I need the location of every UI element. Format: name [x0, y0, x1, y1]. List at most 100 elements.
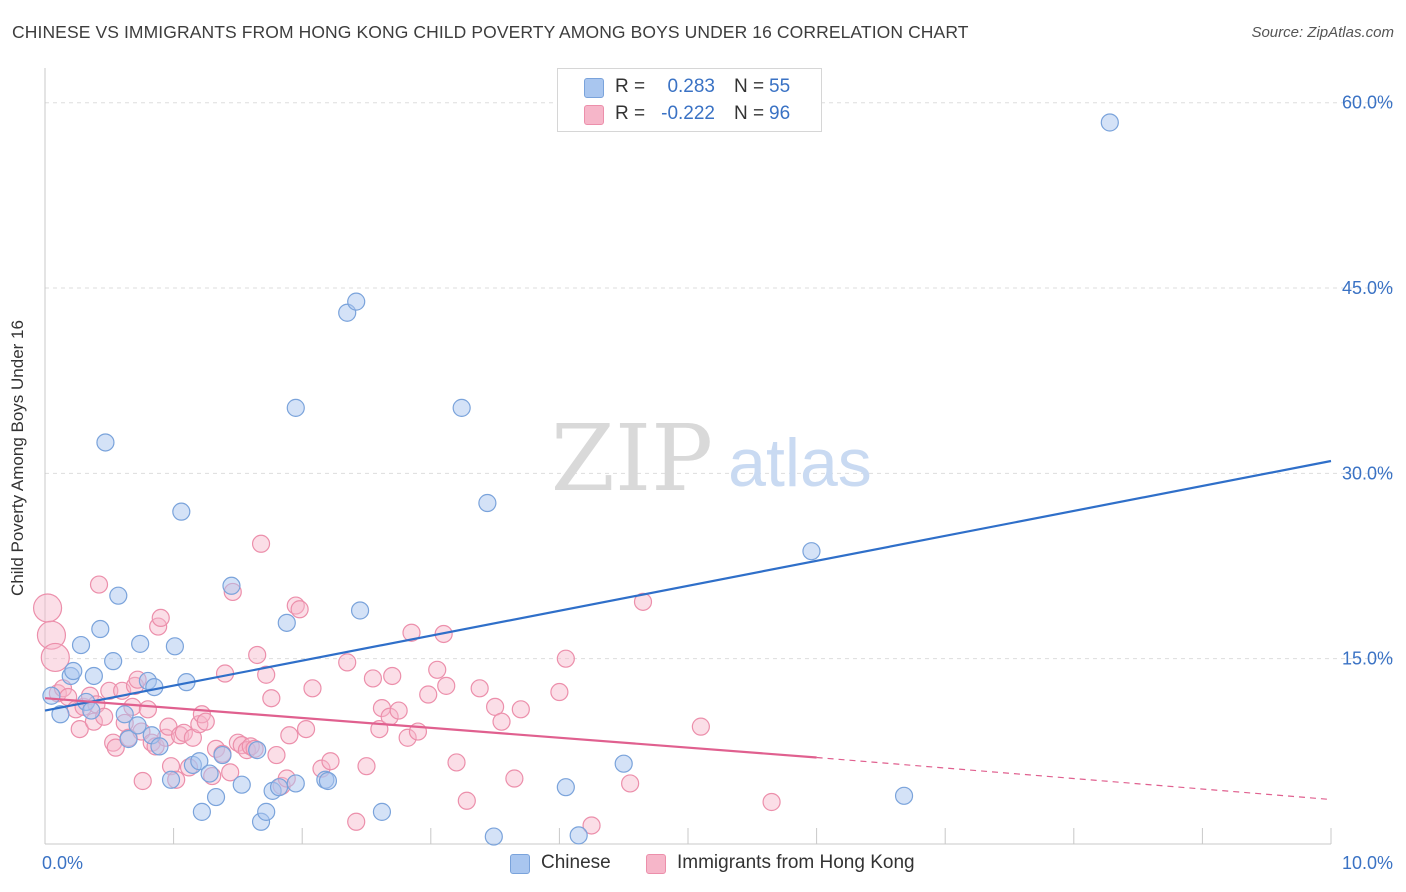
tick-labels: 15.0% 30.0% 45.0% 60.0% 0.0% 10.0%	[42, 93, 1393, 873]
legend-n-label: N =	[734, 76, 765, 97]
hongkong-point	[221, 763, 240, 782]
hongkong-point	[470, 679, 489, 698]
chinese-point	[131, 634, 150, 653]
chinese-point	[150, 737, 169, 756]
chinese-point	[556, 778, 575, 797]
hongkong-point	[505, 769, 524, 788]
hongkong-point	[251, 534, 271, 553]
hongkong-point	[133, 771, 152, 791]
chinese-point	[213, 745, 232, 765]
chinese-point	[109, 586, 128, 605]
chinese-point	[894, 786, 914, 805]
legend-r-value: -0.222	[661, 103, 715, 124]
chinese-trend-line	[44, 459, 1332, 712]
hongkong-trend-extension	[816, 756, 1332, 801]
y-tick-label: 30.0%	[1342, 463, 1393, 483]
hongkong-point	[550, 682, 569, 702]
hongkong-point	[296, 719, 316, 739]
hongkong-point	[383, 666, 402, 686]
chinese-point	[64, 661, 83, 681]
x-tick-label: 0.0%	[42, 853, 83, 873]
chinese-point	[91, 619, 110, 639]
hongkong-point	[32, 593, 63, 623]
hongkong-point	[402, 623, 421, 642]
chinese-point	[206, 787, 226, 807]
chinese-point	[232, 775, 251, 794]
legend-row-hongkong: R = -0.222 N = 96	[558, 102, 821, 128]
chinese-point	[82, 701, 101, 720]
hongkong-point	[762, 792, 781, 812]
y-tick-label: 15.0%	[1342, 649, 1393, 669]
hongkong-point	[347, 812, 366, 831]
hongkong-point	[419, 685, 438, 704]
chinese-point	[51, 705, 70, 724]
hongkong-point	[40, 642, 70, 673]
x-tick-label: 10.0%	[1342, 853, 1393, 873]
chinese-point	[96, 433, 115, 452]
hongkong-point	[556, 649, 575, 668]
chinese-point	[350, 601, 370, 620]
chinese-point	[115, 705, 134, 724]
chinese-point	[372, 802, 392, 821]
hongkong-point	[457, 791, 476, 810]
bottom-legend-chinese-label: Chinese	[541, 852, 611, 873]
watermark-zip: ZIP	[551, 405, 713, 512]
chinese-point	[222, 576, 241, 595]
chart-title: CHINESE VS IMMIGRANTS FROM HONG KONG CHI…	[12, 22, 969, 42]
chinese-point	[200, 764, 219, 783]
hongkong-point	[437, 676, 456, 695]
bottom-legend-hongkong-label: Immigrants from Hong Kong	[677, 852, 915, 873]
hongkong-point	[582, 816, 601, 835]
hongkong-point	[428, 660, 447, 679]
chinese-point	[71, 635, 91, 655]
hongkong-point	[511, 700, 530, 719]
chinese-point	[286, 774, 305, 793]
chinese-point	[42, 686, 61, 705]
chinese-point	[128, 716, 147, 735]
hongkong-point	[106, 738, 125, 757]
chinese-point	[119, 729, 138, 749]
hongkong-point	[303, 679, 322, 698]
chinese-point	[569, 826, 588, 845]
legend-r-label: R =	[615, 76, 646, 97]
chinese-point	[257, 802, 276, 821]
chinese-point	[484, 827, 503, 846]
chinese-point	[84, 666, 103, 686]
hongkong-point	[321, 752, 340, 771]
hongkong-point	[338, 653, 357, 672]
chinese-point	[802, 542, 821, 561]
chinese-point	[192, 802, 211, 821]
chinese-point	[614, 754, 633, 773]
legend-n-value: 96	[769, 103, 791, 124]
legend-n-label: N =	[734, 103, 765, 124]
legend-r-value: 0.283	[667, 76, 715, 97]
hongkong-point	[138, 700, 157, 719]
chinese-point	[165, 637, 184, 656]
watermark: ZIP atlas	[551, 405, 872, 512]
watermark-atlas: atlas	[728, 425, 872, 501]
source-label: Source: ZipAtlas.com	[1251, 24, 1394, 41]
y-axis-label: Child Poverty Among Boys Under 16	[8, 320, 27, 596]
hongkong-point	[398, 728, 417, 747]
chinese-point	[277, 613, 296, 632]
chinese-point	[248, 741, 267, 760]
hongkong-point	[280, 726, 299, 745]
chinese-swatch	[510, 854, 530, 874]
chinese-point	[269, 778, 289, 797]
correlation-legend: R = 0.283 N = 55 R = -0.222 N = 96	[557, 68, 822, 132]
chinese-point	[190, 752, 209, 771]
grid-lines	[45, 102, 1393, 660]
hongkong-point	[691, 717, 710, 736]
hongkong-point	[290, 600, 309, 619]
hongkong-swatch	[646, 854, 666, 874]
chinese-swatch	[584, 78, 604, 98]
hongkong-point	[621, 774, 640, 793]
legend-n-value: 55	[769, 76, 791, 97]
hongkong-point	[248, 645, 267, 665]
hongkong-swatch	[584, 105, 604, 125]
chinese-point	[161, 770, 181, 789]
legend-r-label: R =	[615, 103, 646, 124]
chinese-series	[42, 113, 1119, 846]
chinese-point	[104, 652, 123, 671]
